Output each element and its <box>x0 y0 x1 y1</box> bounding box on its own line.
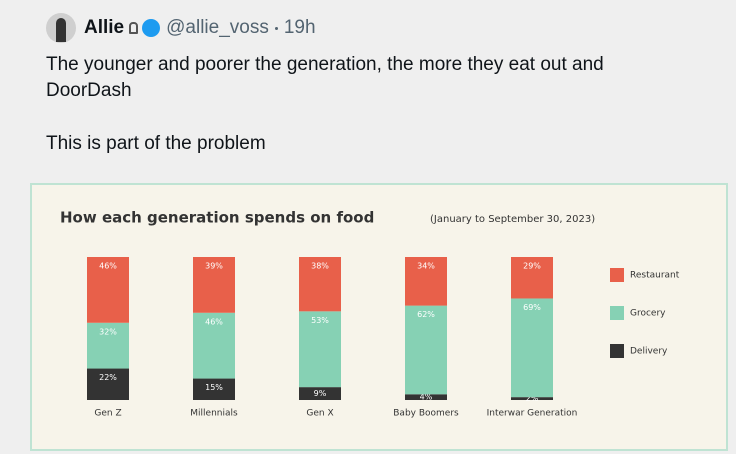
bar-segment <box>511 298 553 398</box>
bar-segment <box>299 387 341 400</box>
value-label: 15% <box>205 383 223 392</box>
name-icon <box>129 22 139 34</box>
x-tick-label: Gen X <box>306 409 333 419</box>
value-label: 34% <box>417 262 435 271</box>
bar-segment <box>87 368 129 400</box>
bar-segment <box>87 322 129 369</box>
verified-badge <box>142 19 161 37</box>
value-label: 4% <box>420 393 433 402</box>
legend-label: Restaurant <box>630 271 680 281</box>
value-label: 29% <box>523 262 541 271</box>
bar-segment <box>299 257 341 312</box>
bar-segment <box>299 311 341 388</box>
value-label: 53% <box>311 316 329 325</box>
chart: How each generation spends on food (Janu… <box>60 209 680 419</box>
separator <box>274 26 278 30</box>
bar-segment <box>405 394 447 400</box>
display-name[interactable]: Allie <box>84 17 125 38</box>
bar-segment <box>193 312 235 379</box>
value-label: 22% <box>99 373 117 382</box>
bar-segment <box>511 257 553 299</box>
tweet-text: This is part of the problem <box>46 133 266 154</box>
value-label: 69% <box>523 303 541 312</box>
x-tick-label: Gen Z <box>94 409 121 419</box>
x-tick-label: Millennials <box>190 409 238 419</box>
value-label: 46% <box>205 317 223 326</box>
chart-subtitle: (January to September 30, 2023) <box>430 214 595 225</box>
avatar[interactable] <box>46 13 76 43</box>
tweet-text: The younger and poorer the generation, t… <box>46 54 604 101</box>
legend-label: Grocery <box>630 309 666 319</box>
value-label: 32% <box>99 327 117 336</box>
legend-label: Delivery <box>630 347 668 357</box>
bar-segment <box>193 257 235 313</box>
x-tick-label: Interwar Generation <box>487 409 578 419</box>
value-label: 9% <box>314 389 327 398</box>
value-label: 2% <box>526 394 539 403</box>
timestamp[interactable]: 19h <box>283 17 316 38</box>
value-label: 39% <box>205 262 223 271</box>
chart-title: How each generation spends on food <box>60 209 374 227</box>
value-label: 38% <box>311 262 329 271</box>
value-label: 46% <box>99 262 117 271</box>
bar-segment <box>193 378 235 400</box>
legend-swatch <box>610 344 624 358</box>
legend-swatch <box>610 306 624 320</box>
bar-segment <box>405 257 447 306</box>
bar-segment <box>87 257 129 323</box>
legend-swatch <box>610 268 624 282</box>
chart-card[interactable]: How each generation spends on food (Janu… <box>30 183 728 451</box>
value-label: 62% <box>417 310 435 319</box>
tweet-header: Allie @allie_voss 19h <box>46 13 316 43</box>
handle[interactable]: @allie_voss <box>166 17 269 38</box>
bar-segment <box>405 305 447 395</box>
x-tick-label: Baby Boomers <box>393 409 459 419</box>
bar-segment <box>511 397 553 400</box>
